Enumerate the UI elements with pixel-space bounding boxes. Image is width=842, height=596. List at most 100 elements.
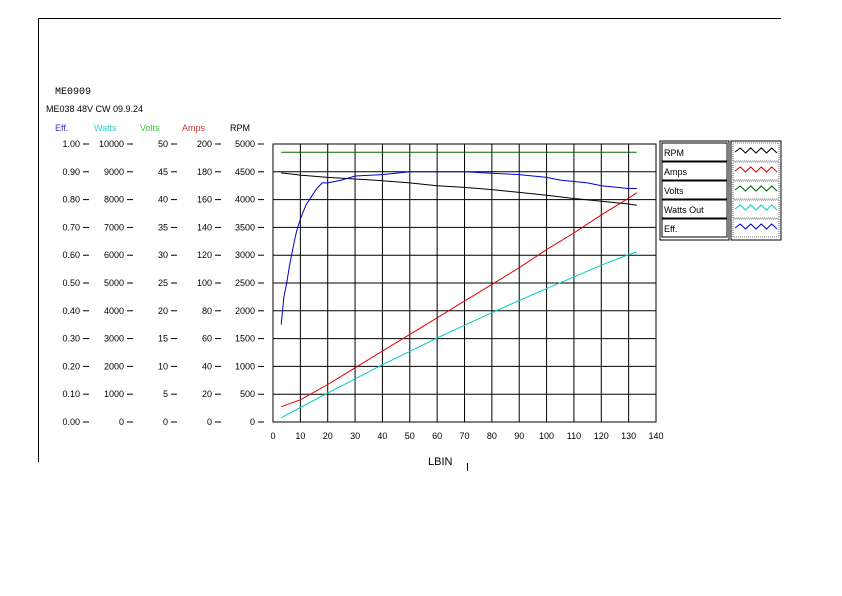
y-tick-label: 15 [158,334,168,344]
x-tick-label: 70 [459,431,469,441]
legend-entry: Eff. [664,224,677,234]
y-tick-label: 4000 [235,195,255,205]
legend-row [661,218,728,238]
legend-swatch-box [730,140,782,241]
y-tick-label: 40 [202,361,212,371]
x-tick-label: 0 [270,431,275,441]
y-tick-label: 3000 [235,250,255,260]
y-tick-label: 5000 [235,139,255,149]
y-tick-label: 0 [207,417,212,427]
y-tick-label: 500 [240,389,255,399]
y-tick-label: 0.30 [62,334,80,344]
axis-header: Amps [182,123,206,133]
x-tick-label: 80 [487,431,497,441]
legend-swatch-rpm [734,147,778,154]
y-tick-label: 0 [250,417,255,427]
y-tick-label: 120 [197,250,212,260]
legend-row [661,180,728,200]
series-lines [280,151,638,419]
y-tick-label: 100 [197,278,212,288]
y-tick-label: 0.40 [62,306,80,316]
y-tick-label: 30 [158,250,168,260]
y-tick-label: 0 [163,417,168,427]
series-line-eff- [280,171,637,325]
y-tick-label: 35 [158,222,168,232]
y-tick-label: 1500 [235,334,255,344]
y-tick-label: 1000 [104,389,124,399]
y-tick-label: 9000 [104,167,124,177]
y-tick-label: 5000 [104,278,124,288]
axis-header: Watts [94,123,117,133]
x-tick-label: 100 [539,431,554,441]
legend-swatch-frame [732,142,780,162]
y-tick-label: 5 [163,389,168,399]
legend-swatch-volts [734,185,778,192]
legend-swatch-eff- [734,223,778,230]
y-tick-label: 0.60 [62,250,80,260]
y-axes: Eff. 0.00 0.10 0.20 0.30 0.40 0.50 0.60 0.70 0.80… [55,123,264,427]
chart-title: ME0909 [55,87,91,98]
legend-row [661,199,728,219]
legend-swatch-watts-out [734,204,778,211]
legend-entry: Amps [664,167,688,177]
y-tick-label: 2500 [235,278,255,288]
grid [272,143,657,423]
y-tick-label: 6000 [104,250,124,260]
legend-entry: Watts Out [664,205,704,215]
axis-header: Volts [140,123,160,133]
y-tick-label: 0.10 [62,389,80,399]
y-tick-label: 20 [202,389,212,399]
y-tick-label: 0.00 [62,417,80,427]
legend-entry: RPM [664,148,684,158]
y-tick-label: 1.00 [62,139,80,149]
x-tick-label: 40 [377,431,387,441]
y-tick-label: 25 [158,278,168,288]
axis-header: Eff. [55,123,68,133]
x-axis-label: LBIN [428,456,453,468]
y-tick-label: 0.90 [62,167,80,177]
x-tick-label: 60 [432,431,442,441]
y-tick-label: 1000 [235,361,255,371]
x-tick-labels: 0 10 20 30 40 50 60 70 80 90 100 110 120 130 140 [270,431,663,441]
legend-label-box [659,140,730,241]
axis-header: RPM [230,123,250,133]
y-tick-label: 8000 [104,195,124,205]
y-tick-label: 40 [158,195,168,205]
series-line-amps [281,192,638,408]
y-tick-label: 0.70 [62,222,80,232]
legend-row [661,161,728,181]
chart-subtitle: ME038 48V CW 09.9.24 [46,104,143,114]
y-tick-label: 140 [197,222,212,232]
y-tick-label: 0.20 [62,361,80,371]
y-tick-label: 7000 [104,222,124,232]
x-tick-label: 50 [405,431,415,441]
legend-swatch-frame [732,161,780,181]
y-tick-label: 0.50 [62,278,80,288]
y-tick-label: 160 [197,195,212,205]
legend-swatch-frame [732,218,780,238]
y-tick-label: 0.80 [62,195,80,205]
x-tick-label: 30 [350,431,360,441]
y-tick-label: 4000 [104,306,124,316]
legend-entry: Volts [664,186,684,196]
legend-row [661,142,728,162]
y-tick-label: 0 [119,417,124,427]
y-tick-label: 200 [197,139,212,149]
series-line-rpm [281,172,637,206]
x-tick-label: 20 [323,431,333,441]
y-tick-label: 60 [202,334,212,344]
x-tick-label: 110 [567,431,581,441]
y-tick-label: 180 [197,167,212,177]
y-tick-label: 3000 [104,334,124,344]
legend-swatch-amps [734,166,778,173]
x-tick-label: 140 [648,431,663,441]
x-tick-label: 130 [621,431,636,441]
legend-swatch-frame [732,180,780,200]
y-tick-label: 4500 [235,167,255,177]
y-tick-label: 3500 [235,222,255,232]
y-tick-label: 20 [158,306,168,316]
series-line-watts-out [280,251,637,419]
y-tick-label: 50 [158,139,168,149]
y-tick-label: 10000 [99,139,124,149]
